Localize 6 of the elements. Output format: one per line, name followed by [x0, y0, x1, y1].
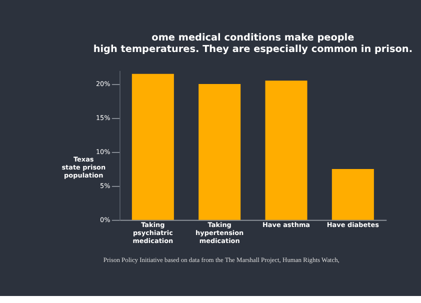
- bar: [265, 80, 308, 220]
- bar: [332, 168, 374, 220]
- bar: [132, 74, 174, 220]
- text: high temperatures. They are especially common in prison.: [93, 44, 412, 55]
- text: ome medical conditions make people: [152, 32, 354, 44]
- bar: [198, 84, 241, 220]
